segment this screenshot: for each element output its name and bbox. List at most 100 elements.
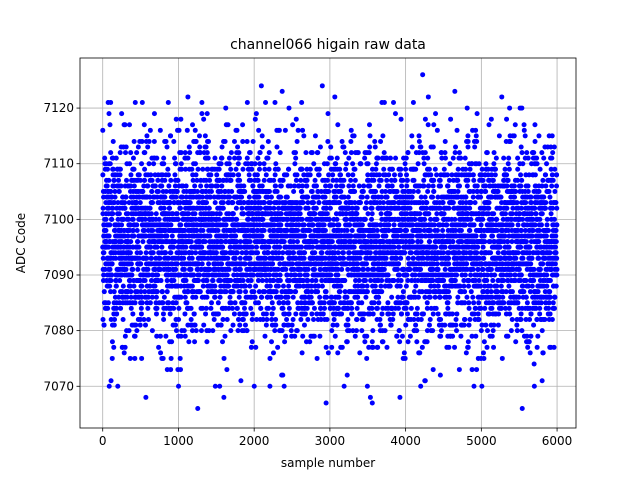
data-point bbox=[111, 322, 117, 328]
data-point bbox=[188, 305, 194, 311]
data-point bbox=[262, 333, 268, 339]
data-point bbox=[474, 111, 480, 117]
data-point bbox=[167, 311, 173, 317]
data-point bbox=[471, 222, 477, 228]
data-point bbox=[364, 383, 370, 389]
data-point bbox=[387, 283, 393, 289]
data-point bbox=[403, 166, 409, 172]
data-point bbox=[130, 266, 136, 272]
data-point bbox=[156, 216, 162, 222]
data-point bbox=[432, 166, 438, 172]
data-point bbox=[148, 172, 154, 178]
data-point bbox=[265, 250, 271, 256]
data-point bbox=[240, 278, 246, 284]
data-point bbox=[348, 127, 354, 133]
data-point bbox=[200, 305, 206, 311]
data-point bbox=[344, 227, 350, 233]
data-point bbox=[412, 216, 418, 222]
data-point bbox=[193, 294, 199, 300]
data-point bbox=[275, 166, 281, 172]
data-point bbox=[336, 222, 342, 228]
data-point bbox=[211, 317, 217, 322]
data-point bbox=[312, 250, 318, 256]
data-point bbox=[404, 177, 410, 183]
data-point bbox=[349, 311, 355, 317]
data-point bbox=[164, 278, 170, 284]
data-point bbox=[109, 216, 115, 222]
data-point bbox=[357, 255, 363, 261]
data-point bbox=[455, 166, 461, 172]
data-point bbox=[442, 138, 448, 144]
data-point bbox=[391, 172, 397, 178]
data-point bbox=[259, 183, 265, 189]
data-point bbox=[455, 294, 461, 300]
data-point bbox=[111, 200, 117, 206]
data-point bbox=[148, 278, 154, 284]
data-point bbox=[428, 172, 434, 178]
data-point bbox=[266, 305, 272, 311]
data-point bbox=[224, 233, 230, 239]
data-point bbox=[339, 266, 345, 272]
data-point bbox=[119, 289, 125, 295]
data-point bbox=[331, 300, 337, 306]
data-point bbox=[379, 311, 385, 317]
data-point bbox=[177, 205, 183, 211]
data-point bbox=[171, 138, 177, 144]
data-point bbox=[277, 272, 283, 278]
data-point bbox=[400, 289, 406, 295]
data-point bbox=[430, 328, 436, 334]
data-point bbox=[285, 294, 291, 300]
data-point bbox=[248, 278, 254, 284]
data-point bbox=[464, 183, 470, 189]
data-point bbox=[362, 278, 368, 284]
data-point bbox=[239, 205, 245, 211]
data-point bbox=[100, 255, 106, 261]
data-point bbox=[339, 138, 345, 144]
data-point bbox=[473, 127, 479, 133]
data-point bbox=[131, 183, 137, 189]
data-point bbox=[250, 272, 256, 278]
data-point bbox=[222, 333, 228, 339]
data-point bbox=[300, 333, 306, 339]
data-point bbox=[261, 177, 267, 183]
data-point bbox=[200, 227, 206, 233]
data-point bbox=[176, 127, 182, 133]
data-point bbox=[181, 328, 187, 334]
data-point bbox=[404, 272, 410, 278]
data-point bbox=[259, 233, 265, 239]
data-point bbox=[144, 133, 150, 139]
data-point bbox=[407, 333, 413, 339]
data-point bbox=[344, 339, 350, 345]
data-point bbox=[204, 294, 210, 300]
data-point bbox=[367, 250, 373, 256]
data-point bbox=[127, 250, 133, 256]
data-point bbox=[113, 283, 119, 289]
data-point bbox=[468, 289, 474, 295]
data-point bbox=[212, 200, 218, 206]
data-point bbox=[192, 339, 198, 345]
data-point bbox=[465, 177, 471, 183]
data-point bbox=[190, 122, 196, 128]
data-point bbox=[323, 344, 329, 350]
y-tick-label: 7110 bbox=[43, 157, 74, 171]
data-point bbox=[132, 333, 138, 339]
data-point bbox=[390, 317, 396, 322]
data-point bbox=[472, 200, 478, 206]
data-point bbox=[338, 172, 344, 178]
data-point bbox=[152, 283, 158, 289]
data-point bbox=[299, 100, 305, 106]
data-point bbox=[240, 166, 246, 172]
data-point bbox=[217, 294, 223, 300]
data-point bbox=[200, 194, 206, 200]
data-point bbox=[233, 205, 239, 211]
data-point bbox=[474, 250, 480, 256]
data-point bbox=[321, 222, 327, 228]
data-point bbox=[359, 222, 365, 228]
data-point bbox=[198, 328, 204, 334]
data-point bbox=[182, 294, 188, 300]
data-point bbox=[187, 150, 193, 156]
data-point bbox=[384, 194, 390, 200]
data-point bbox=[157, 333, 163, 339]
data-point bbox=[173, 194, 179, 200]
data-point bbox=[382, 328, 388, 334]
